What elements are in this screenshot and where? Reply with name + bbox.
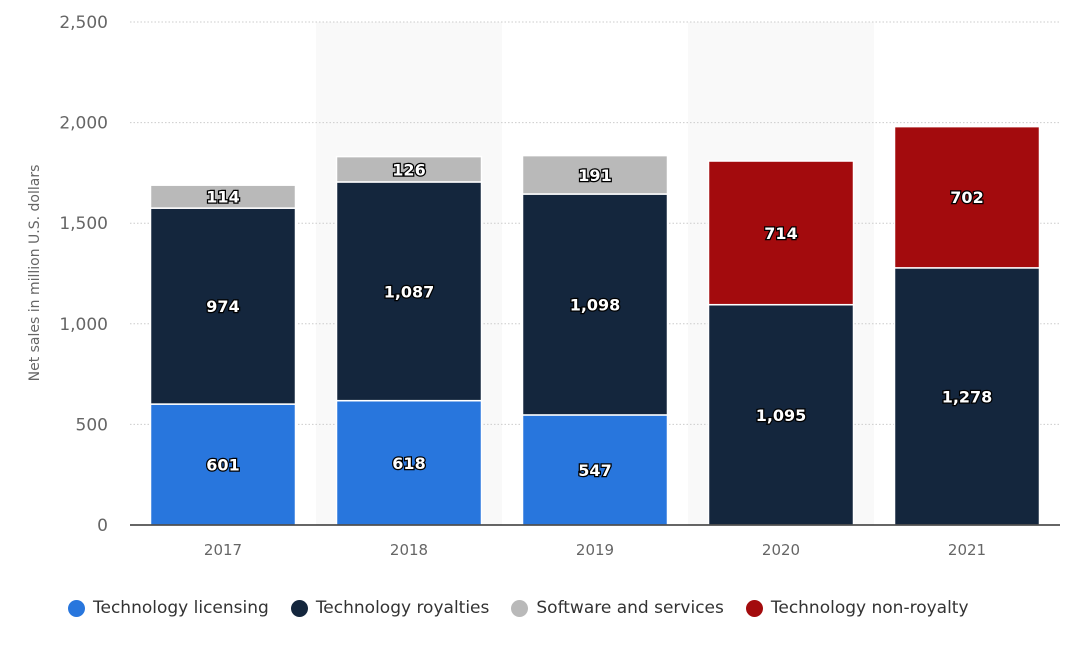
data-label: 1,278 bbox=[942, 387, 993, 406]
legend-marker-icon bbox=[511, 599, 529, 617]
legend-item[interactable]: Technology royalties bbox=[290, 598, 490, 618]
data-label: 974 bbox=[206, 297, 239, 316]
bar-segment bbox=[707, 303, 855, 526]
y-tick-label: 0 bbox=[97, 516, 108, 536]
stacked-bar-chart: 0 500 1,000 1,500 2,000 2,500 Net sales in mil… bbox=[27, 13, 1060, 559]
bar-segment bbox=[335, 399, 483, 526]
legend-label: Software and services bbox=[536, 598, 724, 618]
bar-segment bbox=[521, 154, 669, 195]
legend-marker-icon bbox=[68, 599, 85, 617]
legend-label: Technology licensing bbox=[93, 598, 269, 618]
x-tick-label: 2018 bbox=[390, 541, 428, 559]
y-tick-label: 1,000 bbox=[59, 315, 108, 335]
legend-marker-icon bbox=[745, 599, 763, 617]
data-label: 126 bbox=[392, 160, 425, 179]
legend-label: Technology royalties bbox=[315, 598, 490, 618]
data-label: 191 bbox=[578, 166, 611, 185]
data-label: 1,098 bbox=[570, 295, 621, 314]
data-label: 1,087 bbox=[384, 282, 435, 301]
legend-item[interactable]: Technology licensing bbox=[68, 598, 269, 618]
data-label: 114 bbox=[206, 188, 239, 207]
legend-item[interactable]: Software and services bbox=[511, 598, 724, 618]
x-tick-label: 2017 bbox=[204, 541, 242, 559]
bar-segment bbox=[335, 155, 483, 183]
y-tick-label: 2,500 bbox=[59, 13, 108, 33]
data-label: 702 bbox=[950, 188, 983, 207]
legend-marker-icon bbox=[290, 599, 308, 617]
legend-item[interactable]: Technology non-royalty bbox=[745, 598, 969, 618]
y-tick-label: 1,500 bbox=[59, 214, 108, 234]
bar-segment bbox=[521, 193, 669, 416]
data-label: 601 bbox=[206, 456, 239, 475]
y-tick-label: 2,000 bbox=[59, 114, 108, 134]
x-tick-label: 2021 bbox=[948, 541, 986, 559]
data-label: 618 bbox=[392, 454, 425, 473]
bar-segment bbox=[149, 184, 297, 209]
data-label: 547 bbox=[578, 461, 611, 480]
data-label: 1,095 bbox=[756, 406, 807, 425]
bar-segment bbox=[893, 125, 1041, 269]
bar-segment bbox=[707, 160, 855, 306]
y-axis-label: Net sales in million U.S. dollars bbox=[27, 165, 43, 382]
y-tick-label: 500 bbox=[76, 415, 108, 435]
x-tick-label: 2020 bbox=[762, 541, 800, 559]
x-tick-label: 2019 bbox=[576, 541, 614, 559]
bar-segment bbox=[893, 267, 1041, 526]
bar-segment bbox=[335, 181, 483, 402]
legend-label: Technology non-royalty bbox=[770, 598, 969, 618]
data-label: 714 bbox=[764, 224, 797, 243]
legend: Technology licensing Technology royalties… bbox=[68, 598, 969, 618]
